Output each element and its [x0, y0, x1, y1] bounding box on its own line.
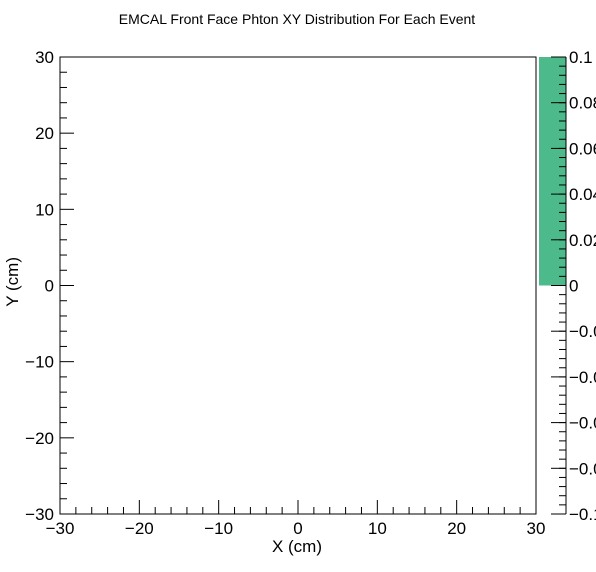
x-tick-label: −10	[204, 519, 233, 538]
colorbar-tick-label: 0.08	[569, 94, 596, 113]
y-tick-label: 30	[35, 48, 54, 67]
y-tick-label: −10	[25, 353, 54, 372]
chart-title: EMCAL Front Face Phton XY Distribution F…	[119, 11, 475, 27]
x-axis-label: X (cm)	[272, 537, 322, 556]
x-tick-label: 30	[527, 519, 546, 538]
x-tick-label: 0	[293, 519, 302, 538]
plot-ticks	[59, 56, 537, 515]
x-tick-label: 20	[447, 519, 466, 538]
y-tick-label: −20	[25, 429, 54, 448]
colorbar-fill	[539, 57, 566, 286]
x-tick-labels: −30 −20 −10 0 10 20 30	[46, 519, 546, 538]
plot-frame	[59, 56, 537, 515]
colorbar-tick-label: 0.04	[569, 185, 596, 204]
x-tick-label: −30	[46, 519, 75, 538]
colorbar-tick-label: 0	[569, 277, 578, 296]
x-tick-label: −20	[125, 519, 154, 538]
colorbar-tick-label: −0.04	[569, 368, 596, 387]
y-axis-label: Y (cm)	[3, 257, 22, 307]
colorbar-axis: −0.1 −0.08 −0.06 −0.04 −0.02 0 0.02 0.04 0.06 0.0…	[551, 48, 596, 524]
colorbar-tick-label: −0.02	[569, 322, 596, 341]
y-tick-label: 10	[35, 200, 54, 219]
y-tick-label: 20	[35, 124, 54, 143]
y-tick-label: −30	[25, 505, 54, 524]
colorbar-tick-label: −0.06	[569, 414, 596, 433]
colorbar-tick-label: 0.06	[569, 139, 596, 158]
colorbar-tick-label: 0.02	[569, 231, 596, 250]
x-tick-label: 10	[368, 519, 387, 538]
colorbar-tick-label: −0.08	[569, 459, 596, 478]
colorbar-tick-label: 0.1	[569, 48, 593, 67]
colorbar-tick-label: −0.1	[569, 505, 596, 524]
y-tick-label: 0	[45, 277, 54, 296]
y-tick-labels: −30 −20 −10 0 10 20 30	[25, 48, 54, 524]
